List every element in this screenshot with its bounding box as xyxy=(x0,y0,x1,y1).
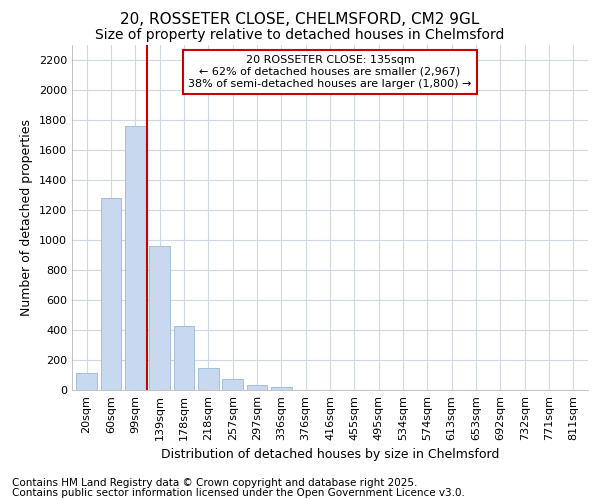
Bar xyxy=(101,198,121,390)
Bar xyxy=(149,246,170,390)
X-axis label: Distribution of detached houses by size in Chelmsford: Distribution of detached houses by size … xyxy=(161,448,499,462)
Bar xyxy=(198,368,218,390)
Bar xyxy=(76,373,97,390)
Y-axis label: Number of detached properties: Number of detached properties xyxy=(20,119,34,316)
Text: Size of property relative to detached houses in Chelmsford: Size of property relative to detached ho… xyxy=(95,28,505,42)
Text: 20 ROSSETER CLOSE: 135sqm
← 62% of detached houses are smaller (2,967)
38% of se: 20 ROSSETER CLOSE: 135sqm ← 62% of detac… xyxy=(188,56,472,88)
Text: Contains public sector information licensed under the Open Government Licence v3: Contains public sector information licen… xyxy=(12,488,465,498)
Bar xyxy=(173,326,194,390)
Text: Contains HM Land Registry data © Crown copyright and database right 2025.: Contains HM Land Registry data © Crown c… xyxy=(12,478,418,488)
Bar xyxy=(247,385,268,390)
Bar xyxy=(125,126,146,390)
Bar xyxy=(271,387,292,390)
Bar xyxy=(222,379,243,390)
Text: 20, ROSSETER CLOSE, CHELMSFORD, CM2 9GL: 20, ROSSETER CLOSE, CHELMSFORD, CM2 9GL xyxy=(121,12,479,28)
